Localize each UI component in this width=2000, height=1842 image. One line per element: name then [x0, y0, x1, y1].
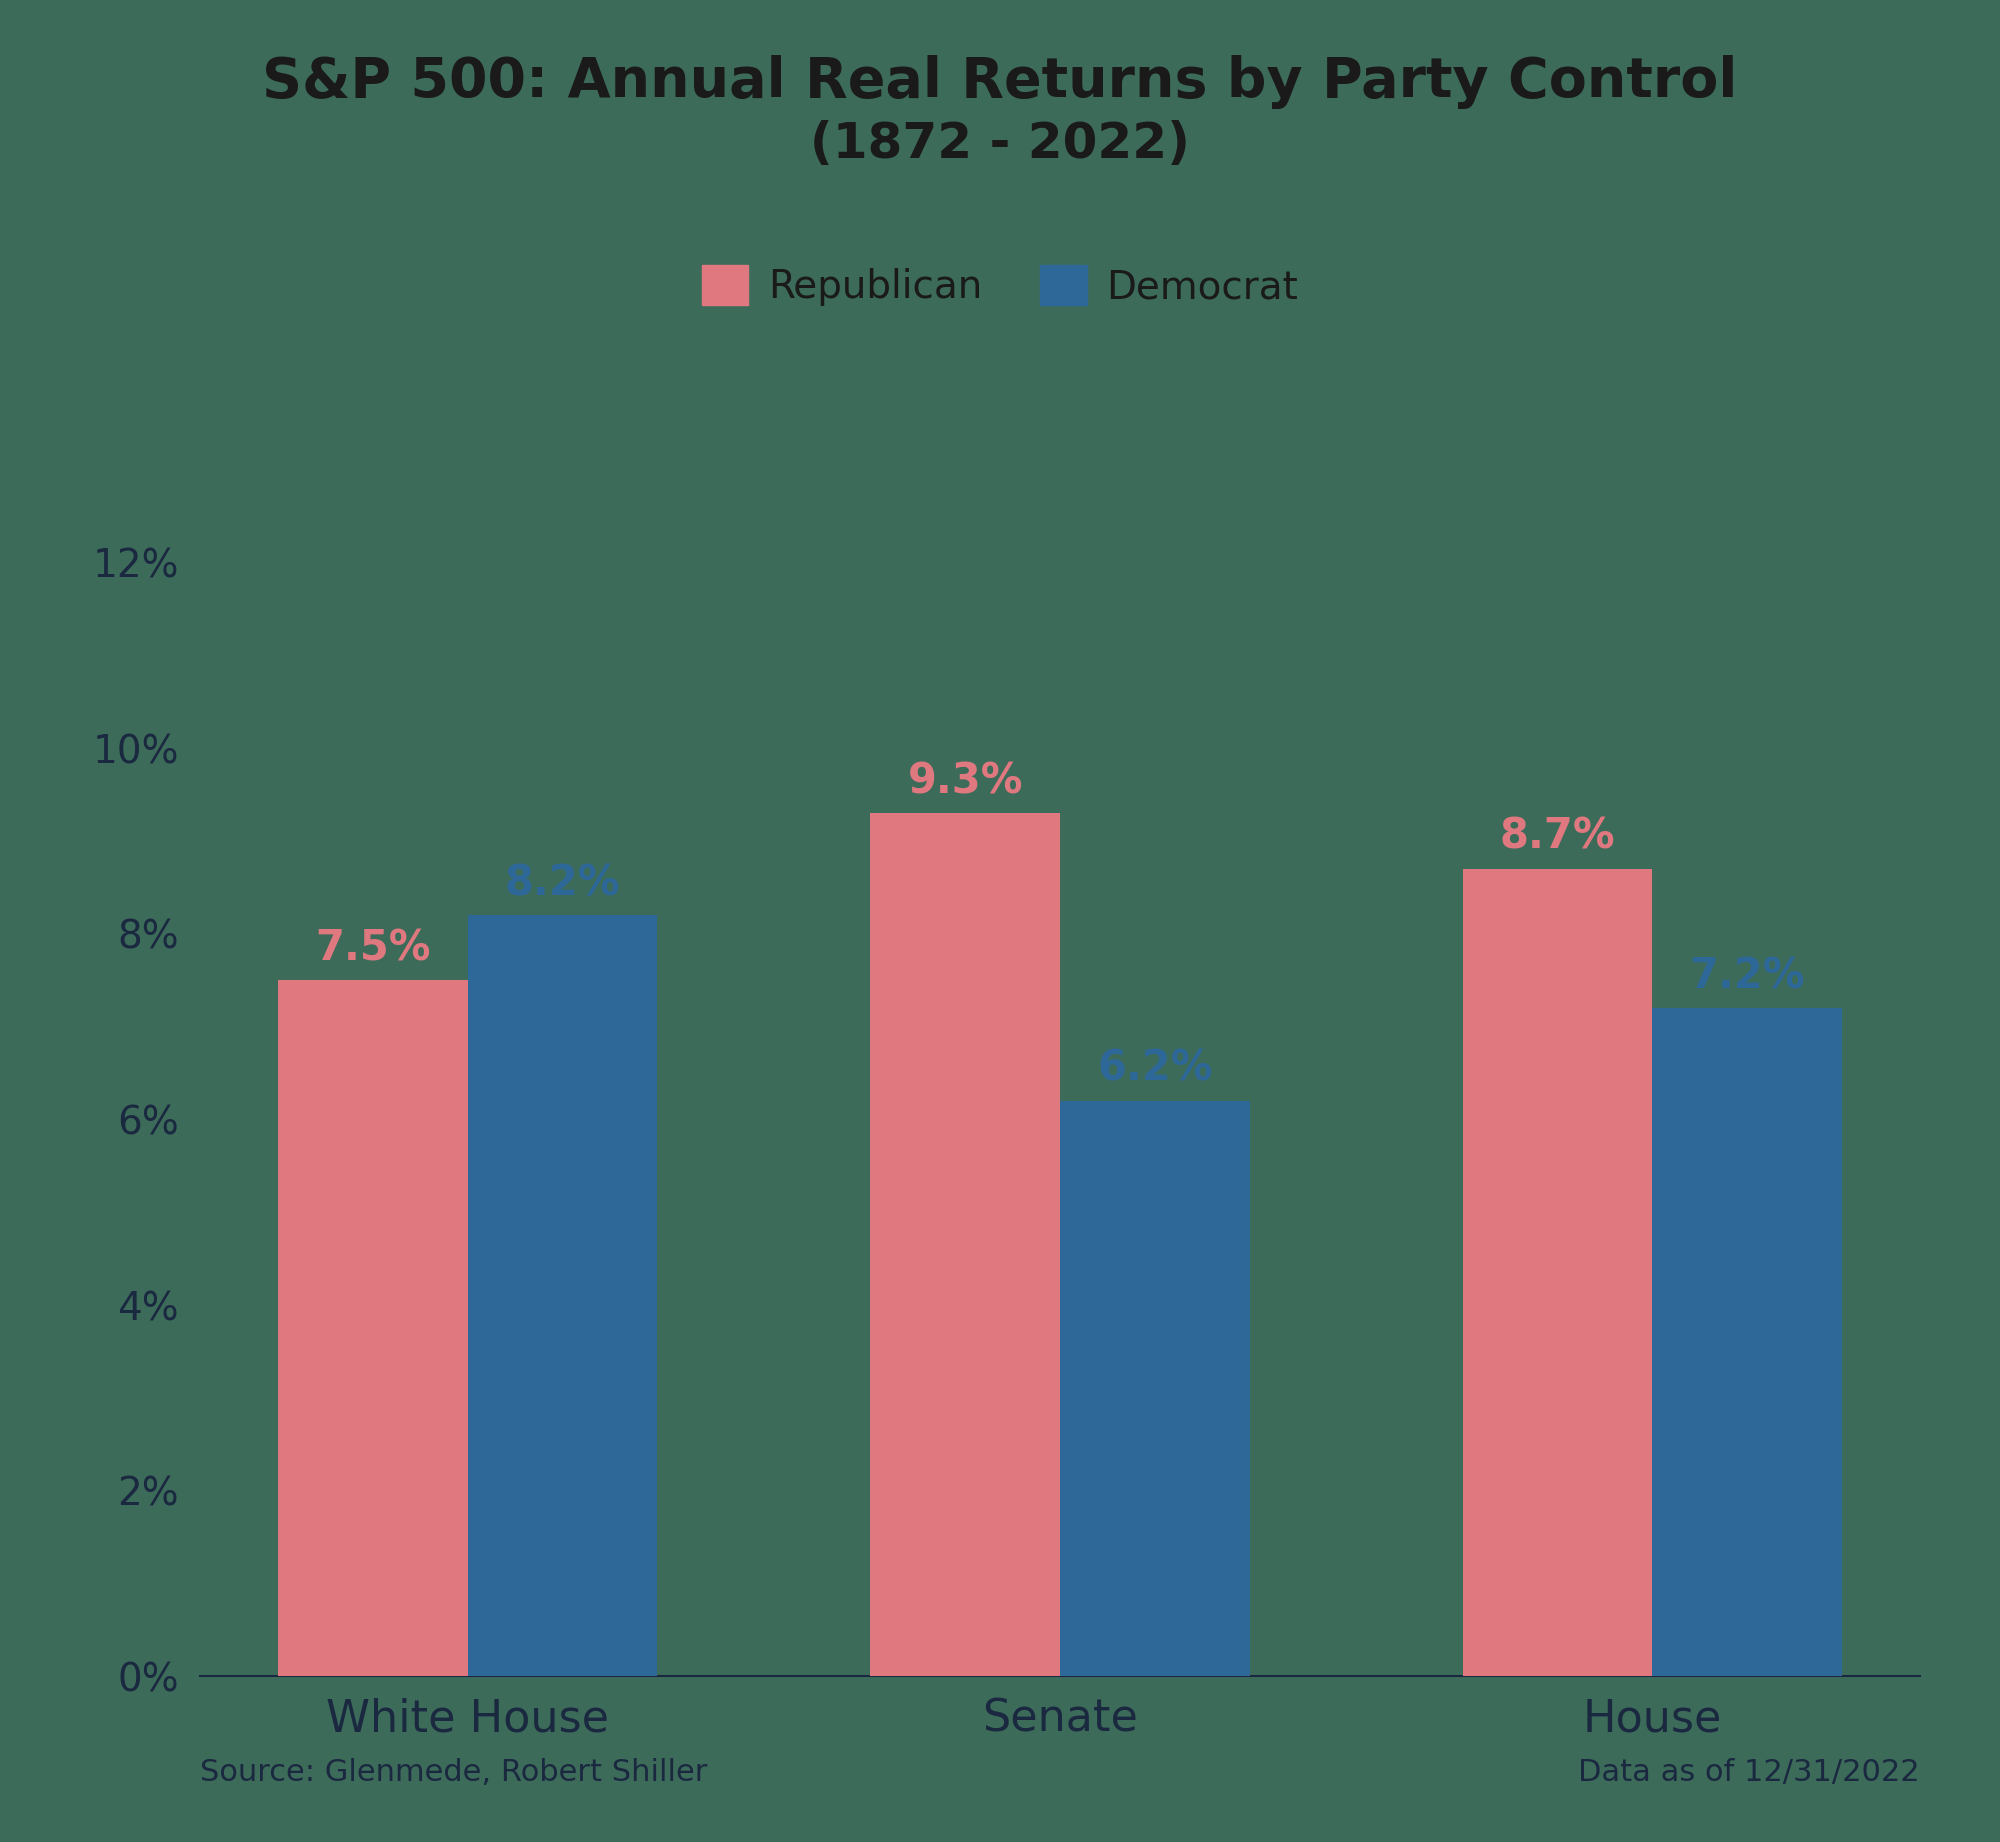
Text: Source: Glenmede, Robert Shiller: Source: Glenmede, Robert Shiller [200, 1757, 708, 1787]
Bar [468, 915, 658, 1676]
Text: S&P 500: Annual Real Returns by Party Control: S&P 500: Annual Real Returns by Party Co… [262, 55, 1738, 109]
Text: Data as of 12/31/2022: Data as of 12/31/2022 [1578, 1757, 1920, 1787]
Bar [278, 980, 468, 1676]
Text: 6.2%: 6.2% [1098, 1048, 1212, 1090]
Text: 8.2%: 8.2% [504, 862, 620, 904]
Bar [1462, 869, 1652, 1676]
Text: 7.2%: 7.2% [1690, 954, 1804, 997]
Text: 8.7%: 8.7% [1500, 816, 1616, 858]
Bar [1060, 1102, 1250, 1676]
Bar [870, 814, 1060, 1676]
Text: 9.3%: 9.3% [908, 761, 1022, 803]
Legend: Republican, Democrat: Republican, Democrat [686, 251, 1314, 322]
Text: 7.5%: 7.5% [316, 927, 430, 969]
Text: (1872 - 2022): (1872 - 2022) [810, 120, 1190, 168]
Bar [1652, 1008, 1842, 1676]
